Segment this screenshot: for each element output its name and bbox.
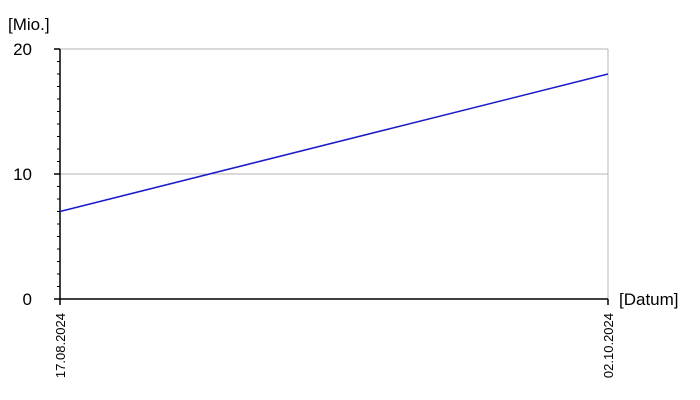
line-series xyxy=(59,73,609,213)
y-tick-label: 0 xyxy=(23,290,32,309)
x-tick-label: 02.10.2024 xyxy=(601,313,616,378)
x-tick-label: 17.08.2024 xyxy=(53,313,68,378)
x-axis-label: [Datum] xyxy=(619,290,679,309)
y-tick-label: 20 xyxy=(13,40,32,59)
y-axis-label: [Mio.] xyxy=(8,15,50,34)
y-tick-label: 10 xyxy=(13,165,32,184)
